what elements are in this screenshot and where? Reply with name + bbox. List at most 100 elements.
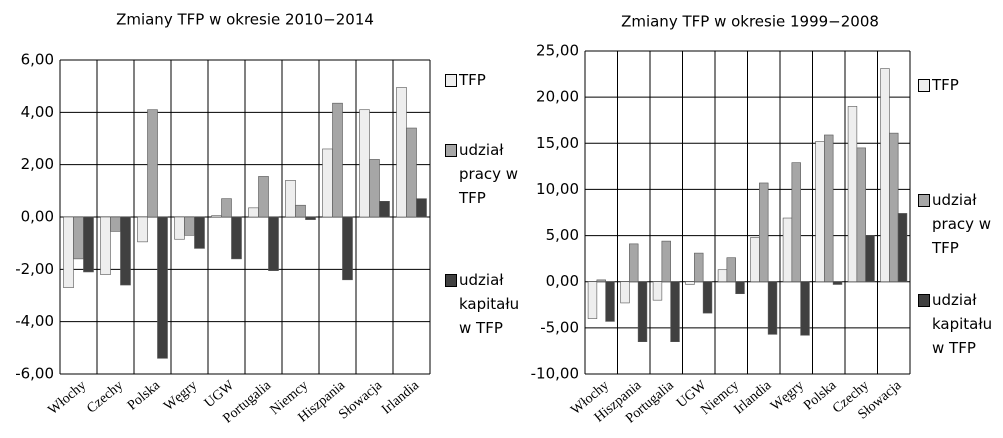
chart-title: Zmiany TFP w okresie 1999−2008	[621, 13, 879, 31]
bar	[800, 281, 810, 336]
bar	[295, 204, 306, 218]
bar	[231, 216, 242, 260]
bar	[83, 216, 94, 273]
bar	[587, 281, 598, 319]
y-tick-label: -6,00	[15, 365, 54, 383]
bar	[596, 279, 606, 283]
legend-entry: udział kapitału w TFP	[918, 288, 998, 360]
bar	[791, 162, 801, 283]
bar	[322, 148, 333, 218]
y-tick-label: 4,00	[21, 103, 54, 121]
bar	[889, 132, 899, 283]
bar	[620, 281, 630, 304]
legend-label: udział pracy w TFP	[932, 191, 992, 257]
y-tick-label: -4,00	[15, 312, 54, 330]
y-tick-label: 2,00	[21, 155, 54, 173]
legend-swatch	[918, 294, 930, 307]
legend-swatch	[918, 79, 930, 92]
bar	[670, 281, 680, 343]
legend-entry: udział pracy w TFP	[918, 188, 998, 260]
bar	[856, 147, 866, 283]
bar	[285, 180, 296, 218]
bar	[767, 281, 778, 335]
bar	[359, 109, 370, 218]
x-tick-label: Polska	[125, 378, 164, 414]
bar	[726, 257, 736, 283]
bar	[369, 159, 380, 218]
bar	[137, 216, 148, 243]
y-tick-label: -2,00	[15, 260, 54, 278]
bar	[847, 106, 858, 283]
bar	[661, 240, 671, 283]
bar	[735, 281, 745, 295]
legend-entry: udział kapitału w TFP	[445, 268, 525, 340]
bar	[120, 216, 131, 286]
bar	[832, 281, 843, 285]
bar	[63, 216, 74, 288]
y-tick-label: 10,00	[536, 180, 579, 198]
legend-entry: TFP	[918, 73, 998, 97]
bar	[73, 216, 84, 260]
bar	[248, 207, 259, 218]
bar	[782, 217, 793, 283]
bar	[184, 216, 195, 236]
y-tick-label: 20,00	[536, 88, 579, 106]
bar	[332, 102, 343, 218]
y-tick-label: 15,00	[536, 134, 579, 152]
bar	[342, 216, 353, 281]
legend-label: udział kapitału w TFP	[932, 291, 993, 357]
bar	[702, 281, 713, 314]
legend-swatch	[918, 194, 930, 207]
x-tick-label: Czechy	[84, 378, 126, 416]
legend-swatch	[445, 144, 457, 157]
bar	[194, 216, 205, 249]
bar	[258, 176, 269, 218]
bar	[637, 281, 648, 343]
x-tick-label: Włochy	[46, 378, 90, 418]
bar	[629, 243, 639, 283]
legend-entry: udział pracy w TFP	[445, 138, 525, 210]
bar	[824, 134, 834, 283]
bar	[605, 281, 615, 322]
y-tick-label: 25,00	[536, 42, 579, 60]
x-tick-label: Węgry	[161, 378, 200, 414]
x-tick-label: Węgry	[768, 378, 807, 414]
y-tick-label: 6,00	[21, 51, 54, 69]
bar	[406, 127, 417, 218]
legend-entry: TFP	[445, 68, 525, 92]
bar	[652, 281, 663, 301]
legend-label: TFP	[459, 71, 486, 89]
bar	[221, 198, 232, 218]
bar	[815, 141, 825, 283]
bar	[174, 216, 185, 240]
bar	[396, 87, 407, 218]
legend-swatch	[445, 74, 457, 87]
bar	[157, 216, 168, 359]
y-tick-label: 0,00	[21, 208, 54, 226]
legend-label: TFP	[932, 76, 959, 94]
chart-title: Zmiany TFP w okresie 2010−2014	[116, 11, 374, 29]
bar	[897, 213, 908, 283]
y-tick-label: -5,00	[540, 318, 579, 336]
y-tick-label: 0,00	[546, 272, 579, 290]
x-tick-label: Irlandia	[379, 378, 423, 418]
bar	[100, 216, 111, 275]
bar	[268, 216, 279, 271]
bar	[147, 109, 158, 218]
bar	[717, 269, 728, 283]
bar	[685, 281, 695, 285]
legend-swatch	[445, 274, 457, 287]
bar	[759, 182, 769, 283]
bar	[305, 216, 316, 220]
bar	[416, 198, 427, 218]
bar	[750, 237, 760, 283]
legend-label: udział pracy w TFP	[459, 141, 519, 207]
bar	[379, 201, 390, 218]
bar	[110, 216, 121, 232]
y-tick-label: -10,00	[531, 365, 579, 383]
legend-label: udział kapitału w TFP	[459, 271, 520, 337]
bar	[211, 215, 222, 218]
bar	[865, 235, 875, 283]
